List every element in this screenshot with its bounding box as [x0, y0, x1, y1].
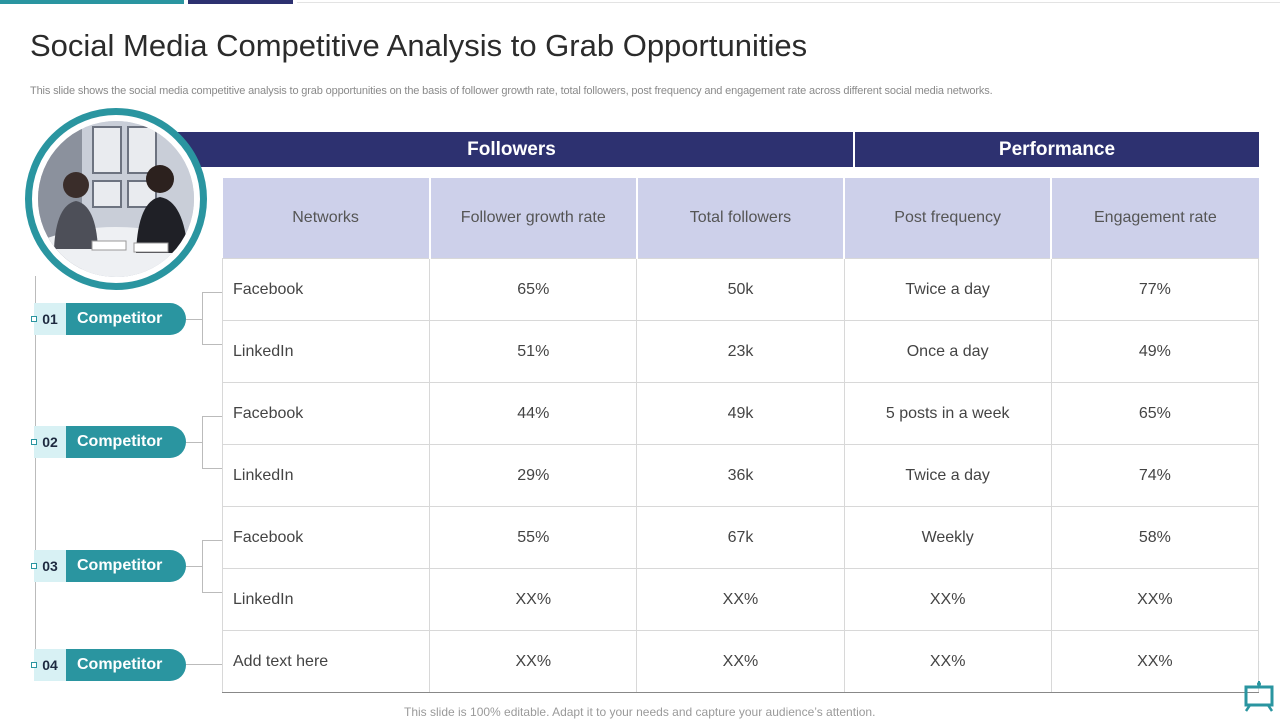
cell-network: Add text here	[221, 630, 431, 693]
competitor-02-number: 02	[31, 426, 66, 458]
cell-network: LinkedIn	[221, 444, 431, 507]
top-accent-bar-navy	[188, 0, 293, 4]
connector-stub-03	[186, 566, 202, 567]
table-row: Facebook 65% 50k Twice a day 77%	[221, 258, 1260, 321]
photo-frame	[25, 108, 207, 290]
header-networks: Networks	[222, 178, 431, 259]
connector-bracket-02-top	[202, 416, 222, 417]
top-accent-bar-teal	[0, 0, 184, 4]
connector-bracket-03	[202, 540, 203, 592]
connector-bracket-02	[202, 416, 203, 468]
competitor-04-number: 04	[31, 649, 66, 681]
cell-follower-growth-rate: XX%	[429, 630, 638, 693]
connector-bracket-01-top	[202, 292, 222, 293]
cell-post-frequency: 5 posts in a week	[843, 382, 1052, 445]
table-row: Add text here XX% XX% XX% XX%	[221, 630, 1260, 693]
slide-subtitle: This slide shows the social media compet…	[30, 85, 993, 97]
table-row: LinkedIn 51% 23k Once a day 49%	[221, 320, 1260, 383]
cell-follower-growth-rate: 65%	[429, 258, 638, 321]
cell-follower-growth-rate: 51%	[429, 320, 638, 383]
cell-engagement-rate: XX%	[1050, 568, 1260, 631]
meeting-photo	[38, 121, 194, 277]
cell-engagement-rate: 65%	[1050, 382, 1260, 445]
competitor-01-pill: Competitor	[66, 303, 186, 335]
connector-bracket-01	[202, 292, 203, 344]
connector-bracket-03-bottom	[202, 592, 222, 593]
cell-post-frequency: Weekly	[843, 506, 1052, 569]
cell-total-followers: 49k	[636, 382, 845, 445]
connector-vertical-spine	[35, 276, 36, 662]
table-row: Facebook 55% 67k Weekly 58%	[221, 506, 1260, 569]
table-row: Facebook 44% 49k 5 posts in a week 65%	[221, 382, 1260, 445]
connector-bracket-03-top	[202, 540, 222, 541]
cell-post-frequency: XX%	[843, 630, 1052, 693]
cell-network: Facebook	[221, 258, 431, 321]
cell-follower-growth-rate: 44%	[429, 382, 638, 445]
cell-total-followers: 36k	[636, 444, 845, 507]
table-row: LinkedIn 29% 36k Twice a day 74%	[221, 444, 1260, 507]
header-post-frequency: Post frequency	[844, 178, 1053, 259]
header-engagement-rate: Engagement rate	[1051, 178, 1259, 259]
cell-post-frequency: Twice a day	[843, 444, 1052, 507]
cell-engagement-rate: 74%	[1050, 444, 1260, 507]
competitor-03-pill: Competitor	[66, 550, 186, 582]
cell-follower-growth-rate: 55%	[429, 506, 638, 569]
cell-engagement-rate: 77%	[1050, 258, 1260, 321]
connector-stub-02	[186, 442, 202, 443]
meeting-illustration	[38, 121, 194, 277]
cell-network: LinkedIn	[221, 568, 431, 631]
cell-engagement-rate: XX%	[1050, 630, 1260, 693]
cell-post-frequency: Twice a day	[843, 258, 1052, 321]
cell-engagement-rate: 49%	[1050, 320, 1260, 383]
connector-bracket-02-bottom	[202, 468, 222, 469]
slide-title: Social Media Competitive Analysis to Gra…	[30, 28, 808, 63]
cell-network: LinkedIn	[221, 320, 431, 383]
cell-post-frequency: Once a day	[843, 320, 1052, 383]
cell-follower-growth-rate: 29%	[429, 444, 638, 507]
table-row: LinkedIn XX% XX% XX% XX%	[221, 568, 1260, 631]
cell-total-followers: 23k	[636, 320, 845, 383]
slide-footer: This slide is 100% editable. Adapt it to…	[404, 705, 876, 719]
competitive-analysis-table: Networks Follower growth rate Total foll…	[221, 178, 1260, 693]
competitor-01-number: 01	[31, 303, 66, 335]
top-divider-line	[297, 2, 1280, 3]
header-follower-growth-rate: Follower growth rate	[429, 178, 638, 259]
cell-network: Facebook	[221, 506, 431, 569]
table-header-row: Networks Follower growth rate Total foll…	[222, 178, 1259, 259]
cell-network: Facebook	[221, 382, 431, 445]
competitor-04-pill: Competitor	[66, 649, 186, 681]
cell-post-frequency: XX%	[843, 568, 1052, 631]
cell-engagement-rate: 58%	[1050, 506, 1260, 569]
cell-total-followers: XX%	[636, 630, 845, 693]
cell-total-followers: 67k	[636, 506, 845, 569]
performance-banner: Performance	[855, 132, 1259, 167]
cell-total-followers: XX%	[636, 568, 845, 631]
cell-total-followers: 50k	[636, 258, 845, 321]
connector-stub-01	[186, 319, 202, 320]
followers-banner: Followers	[170, 132, 853, 167]
cell-follower-growth-rate: XX%	[429, 568, 638, 631]
header-total-followers: Total followers	[636, 178, 846, 259]
competitor-02-pill: Competitor	[66, 426, 186, 458]
presentation-board-icon	[1244, 681, 1274, 712]
connector-bracket-01-bottom	[202, 344, 222, 345]
competitor-03-number: 03	[31, 550, 66, 582]
connector-stub-04	[186, 664, 222, 665]
